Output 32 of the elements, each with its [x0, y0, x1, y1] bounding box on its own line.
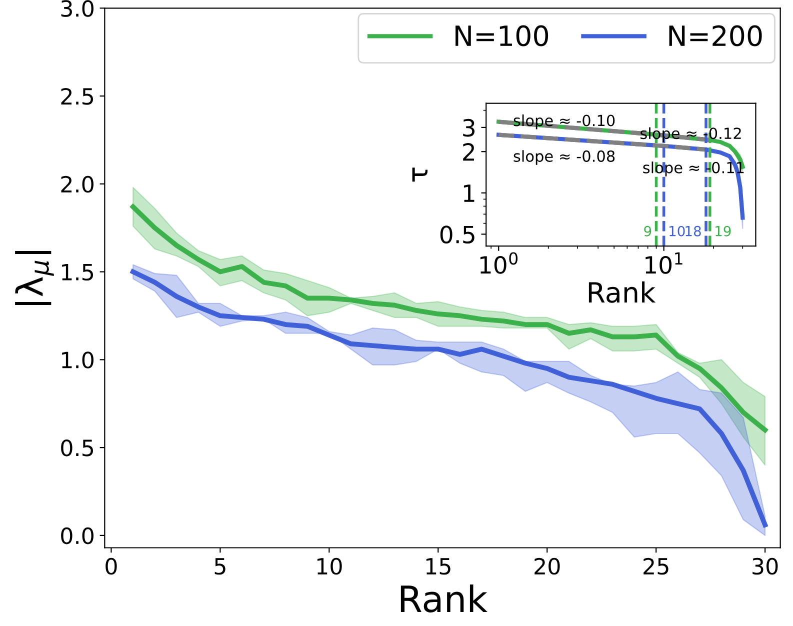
annotation: slope ≈ -0.08: [514, 150, 615, 165]
x-tick-label: 10$^{0}$: [480, 252, 518, 274]
ref-line-label: 18: [686, 226, 701, 236]
y-tick-label: 2.0: [61, 176, 94, 193]
y-tick-label: 2.5: [61, 88, 94, 105]
ref-line-label: 9: [644, 226, 652, 236]
x-tick-label: 0: [106, 558, 117, 575]
y-tick-label: 1: [464, 184, 474, 202]
y-tick-label: 1.0: [62, 352, 94, 368]
x-tick-label: 30: [752, 558, 778, 575]
y-tick-label: 2: [463, 143, 474, 161]
y-axis-title: τ: [412, 168, 428, 182]
y-tick-label: 0.5: [440, 226, 474, 244]
ref-line-label: 19: [716, 226, 731, 236]
y-tick-label: 3: [463, 118, 474, 137]
x-axis-title: Rank: [588, 281, 656, 303]
x-tick-label: 10$^{1}$: [646, 252, 682, 274]
x-tick-label: 10: [317, 558, 342, 575]
x-axis-title: Rank: [400, 584, 488, 612]
ref-line-label: 10: [670, 226, 685, 236]
x-tick-label: 20: [534, 558, 560, 575]
y-tick-label: 3.0: [61, 0, 94, 17]
y-tick-label: 0.5: [61, 440, 94, 456]
x-tick-label: 5: [214, 558, 226, 575]
legend-label: N=100: [456, 25, 548, 46]
y-tick-label: 1.5: [62, 264, 94, 281]
legend-label: N=200: [669, 25, 762, 46]
y-axis-title: |λ$_{μ}$|: [15, 251, 54, 305]
x-tick-label: 25: [644, 558, 668, 575]
annotation: slope ≈ -0.10: [514, 114, 615, 130]
y-tick-label: 0.0: [61, 527, 94, 544]
x-tick-label: 15: [426, 558, 450, 575]
